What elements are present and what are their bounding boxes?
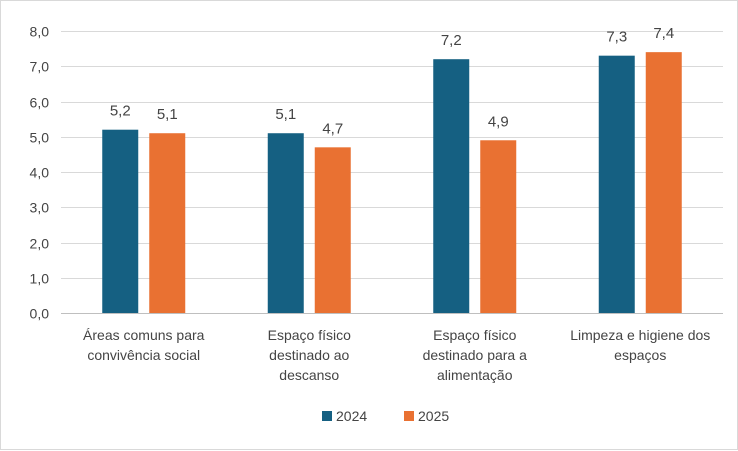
data-label-2024-3: 7,3	[606, 29, 627, 46]
data-label-2025-3: 7,4	[653, 25, 674, 42]
y-tick-label: 7,0	[30, 59, 50, 75]
y-tick-label: 2,0	[30, 236, 50, 252]
y-tick-label: 3,0	[30, 200, 50, 216]
data-label-2024-1: 5,1	[275, 106, 296, 123]
category-label-3: Limpeza e higiene dos espaços	[570, 327, 710, 363]
category-label-0: Áreas comuns para convivência social	[83, 327, 205, 363]
data-label-2024-0: 5,2	[110, 103, 131, 120]
y-tick-label: 0,0	[30, 306, 50, 322]
y-tick-label: 6,0	[30, 95, 50, 111]
bar-2024-2	[433, 59, 470, 314]
y-tick-label: 8,0	[30, 24, 50, 40]
bar-2025-2	[480, 140, 517, 313]
y-tick-label: 5,0	[30, 130, 50, 146]
bars	[102, 52, 682, 314]
data-label-2025-0: 5,1	[157, 106, 178, 123]
bar-2025-3	[645, 52, 682, 314]
y-axis-ticks: 0,0 1,0 2,0 3,0 4,0 5,0 6,0 7,0 8,0	[30, 24, 50, 322]
x-axis-categories: Áreas comuns para convivência social Espaç…	[83, 327, 710, 383]
legend-swatch-2025	[404, 411, 414, 421]
bar-2025-0	[149, 133, 186, 313]
y-tick-label: 1,0	[30, 271, 50, 287]
category-label-2: Espaço físico destinado para a alimentação	[423, 327, 528, 383]
data-label-2025-1: 4,7	[322, 120, 343, 137]
bar-2024-1	[267, 133, 304, 313]
y-tick-label: 4,0	[30, 165, 50, 181]
data-label-2024-2: 7,2	[441, 32, 462, 49]
legend-swatch-2024	[322, 411, 332, 421]
bar-2024-3	[598, 55, 635, 314]
legend: 2024 2025	[322, 408, 449, 424]
data-label-2025-2: 4,9	[488, 113, 509, 130]
data-labels: 5,2 5,1 5,1 4,7 7,2 4,9 7,3 7,4	[110, 25, 674, 137]
bar-2024-0	[102, 129, 139, 313]
legend-label-2025: 2025	[418, 408, 449, 424]
category-label-1: Espaço físico destinado ao descanso	[268, 327, 351, 383]
bar-2025-1	[314, 147, 351, 313]
legend-label-2024: 2024	[336, 408, 367, 424]
